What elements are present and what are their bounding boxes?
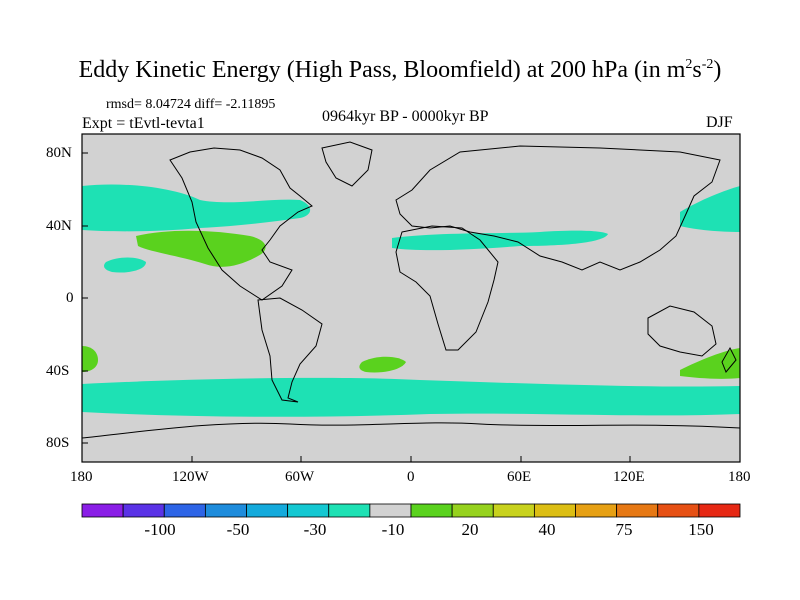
experiment-label: Expt = tEvtl-tevta1 (82, 115, 205, 132)
colorbar-box (451, 503, 494, 518)
anomaly-north-africa-asia (392, 230, 608, 251)
colorbar-box (533, 503, 576, 518)
colorbar-box (616, 503, 659, 518)
coast-south-america (257, 297, 323, 403)
coast-australia (647, 305, 717, 357)
anomaly-south-atlantic (359, 356, 406, 373)
colorbar-box (575, 503, 618, 518)
colorbar-label: -100 (144, 520, 176, 539)
lat-tick-label: 0 (66, 290, 74, 306)
coast-antarctica (82, 422, 740, 439)
lon-tick-label: 180 (728, 469, 751, 485)
colorbar-box (81, 503, 124, 518)
lon-tick-label: 60W (285, 469, 315, 485)
colorbar-box (287, 503, 330, 518)
anomaly-subtropical-pacific (136, 230, 266, 267)
colorbar-label: 40 (538, 520, 556, 539)
lon-tick-label: 60E (507, 469, 532, 485)
colorbar-box (698, 503, 741, 518)
colorbar-box (328, 503, 371, 518)
colorbar-box (122, 503, 165, 518)
anomaly-north-pacific (82, 184, 311, 232)
axis-ticks (81, 152, 741, 462)
coast-africa (395, 225, 499, 351)
colorbar-label: -10 (381, 520, 405, 539)
anomaly-northwest-pacific (680, 186, 740, 232)
lon-tick-label: 120W (172, 469, 209, 485)
colorbar-label: -30 (303, 520, 327, 539)
colorbar-box (163, 503, 206, 518)
colorbar-box (410, 503, 453, 518)
colorbar (81, 503, 741, 518)
stats-line: rmsd= 8.04724 diff= -2.11895 (106, 97, 276, 112)
lat-tick-label: 80S (46, 435, 70, 451)
colorbar-box (204, 503, 247, 518)
colorbar-box (657, 503, 700, 518)
anomaly-southern-ocean (82, 377, 740, 417)
anomaly-layer (82, 184, 740, 417)
coast-new-zealand (721, 346, 737, 373)
colorbar-box (369, 503, 412, 518)
lon-tick-label: 180 (70, 469, 93, 485)
anomaly-hawaii (104, 257, 146, 273)
colorbar-label: 150 (688, 520, 714, 539)
colorbar-label: 20 (461, 520, 479, 539)
colorbar-label: -50 (226, 520, 250, 539)
anomaly-southeast-pacific (82, 346, 98, 372)
lat-tick-label: 40S (46, 363, 70, 379)
lon-tick-label: 0 (407, 469, 415, 485)
lon-tick-label: 120E (613, 469, 645, 485)
coastlines (82, 141, 740, 439)
season-label: DJF (706, 114, 733, 131)
colorbar-label: 75 (615, 520, 633, 539)
colorbar-box (492, 503, 535, 518)
lat-tick-label: 80N (46, 145, 72, 161)
coast-greenland (321, 141, 373, 187)
map-title: Eddy Kinetic Energy (High Pass, Bloomfie… (78, 57, 722, 83)
period-label: 0964kyr BP - 0000kyr BP (322, 108, 489, 125)
coast-north-america (169, 147, 313, 301)
colorbar-box (246, 503, 289, 518)
anomaly-tasman (680, 348, 740, 379)
lat-tick-label: 40N (46, 218, 72, 234)
